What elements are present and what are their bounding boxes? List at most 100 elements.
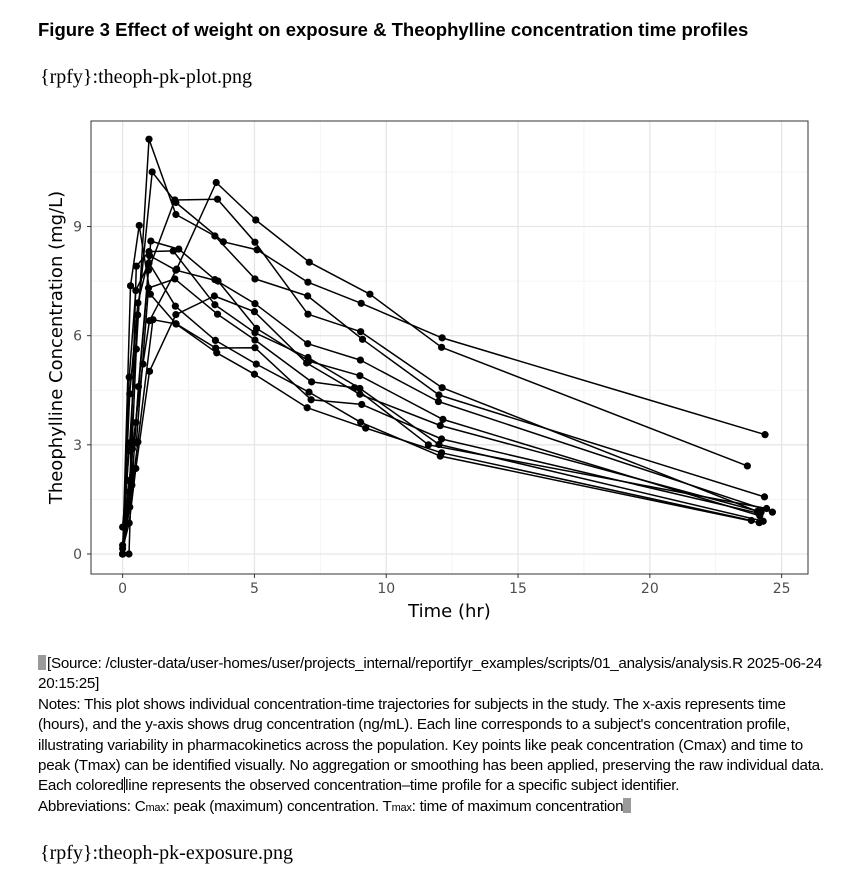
data-point — [134, 383, 143, 391]
data-point — [362, 424, 370, 432]
data-point — [437, 435, 446, 443]
abbrev-prefix: Abbreviations: C — [38, 797, 146, 815]
data-point — [755, 519, 763, 527]
abbreviations-line: Abbreviations: Cmax: peak (maximum) conc… — [38, 797, 828, 818]
notes-text-3: line represents the observed concentrati… — [125, 777, 680, 795]
data-point — [761, 431, 769, 439]
data-point — [251, 344, 259, 352]
data-point — [128, 445, 136, 453]
x-tick-label: 25 — [773, 581, 791, 597]
source-line: [Source: /cluster-data/user-homes/user/p… — [38, 654, 828, 695]
x-tick-label: 5 — [250, 581, 259, 597]
data-point — [132, 439, 140, 447]
data-point — [134, 311, 142, 319]
data-point — [145, 252, 154, 260]
data-point — [145, 367, 154, 375]
abbrev-tmax-sub: max — [391, 801, 412, 814]
data-point — [135, 221, 143, 230]
data-point — [366, 290, 374, 298]
data-point — [250, 370, 259, 378]
notes-text-1: Notes: This plot shows individual concen… — [38, 695, 786, 734]
data-point — [760, 493, 769, 501]
data-point — [438, 384, 446, 392]
pk-line-chart: 0 5 10 15 20 25 0 3 6 9 Time (hr) Theophylline Conc… — [46, 120, 809, 622]
data-point — [119, 550, 127, 558]
bookmark-end-marker — [623, 797, 632, 813]
data-point — [439, 415, 447, 423]
notes-text-2: and the y-axis shows drug concentration … — [38, 716, 824, 795]
abbrev-cmax-text: : peak (maximum) concentration. T — [165, 797, 392, 815]
x-axis-label: Time (hr) — [407, 601, 491, 622]
data-point — [125, 519, 133, 527]
data-point — [172, 320, 180, 328]
data-point — [119, 523, 127, 531]
x-tick-label: 20 — [641, 581, 659, 597]
data-point — [173, 265, 181, 273]
data-point — [304, 292, 312, 300]
bookmark-start-marker — [38, 655, 46, 670]
text-cursor — [123, 777, 126, 794]
data-point — [763, 504, 771, 513]
data-point — [304, 310, 312, 318]
data-point — [252, 324, 261, 332]
data-point — [146, 290, 154, 298]
data-point — [126, 503, 134, 511]
data-point — [132, 286, 140, 295]
data-point — [132, 419, 140, 427]
data-point — [438, 334, 446, 342]
y-tick-label: 6 — [73, 329, 82, 345]
data-point — [134, 299, 142, 307]
data-point — [212, 344, 220, 352]
data-point — [251, 238, 259, 246]
data-point — [251, 336, 259, 344]
comma-separator: , — [84, 716, 89, 734]
data-point — [424, 441, 433, 449]
data-point — [356, 384, 364, 393]
data-point — [252, 360, 260, 368]
data-point — [211, 276, 219, 284]
data-point — [358, 400, 366, 409]
data-point — [356, 356, 365, 364]
data-point — [144, 266, 153, 274]
data-point — [145, 135, 153, 143]
x-tick-label: 10 — [377, 581, 395, 597]
data-point — [211, 301, 219, 309]
data-point — [119, 541, 127, 549]
data-point — [144, 284, 153, 292]
data-point — [357, 299, 365, 307]
data-point — [304, 340, 312, 348]
y-tick-label: 9 — [73, 220, 82, 236]
data-point — [169, 247, 177, 255]
data-point — [172, 310, 180, 319]
data-point — [250, 308, 259, 316]
data-point — [172, 210, 180, 219]
data-point — [145, 317, 154, 325]
data-point — [126, 282, 135, 290]
source-text: [Source: /cluster-data/user-homes/user/p… — [38, 655, 822, 693]
image-placeholder-plot: {rpfy}:theoph-pk-plot.png — [40, 66, 252, 88]
notes-paragraph: Notes: This plot shows individual concen… — [38, 695, 828, 797]
data-point — [147, 237, 155, 245]
data-point — [351, 384, 359, 392]
abbrev-cmax-sub: max — [145, 801, 166, 814]
data-point — [126, 487, 134, 496]
data-point — [305, 388, 313, 396]
data-point — [171, 196, 179, 204]
data-point — [125, 373, 133, 381]
data-point — [175, 245, 183, 253]
data-point — [358, 335, 367, 343]
y-axis-label: Theophylline Concentration (mg/L) — [46, 191, 67, 505]
data-point — [212, 178, 220, 187]
data-point — [148, 168, 156, 176]
data-point — [305, 258, 313, 266]
data-point — [356, 372, 364, 380]
data-point — [251, 300, 259, 308]
data-point — [435, 391, 443, 399]
data-point — [303, 359, 311, 367]
data-point — [145, 259, 153, 267]
data-point — [132, 262, 140, 270]
data-point — [126, 390, 134, 398]
data-point — [436, 452, 444, 460]
data-point — [252, 216, 260, 224]
data-point — [211, 232, 219, 240]
